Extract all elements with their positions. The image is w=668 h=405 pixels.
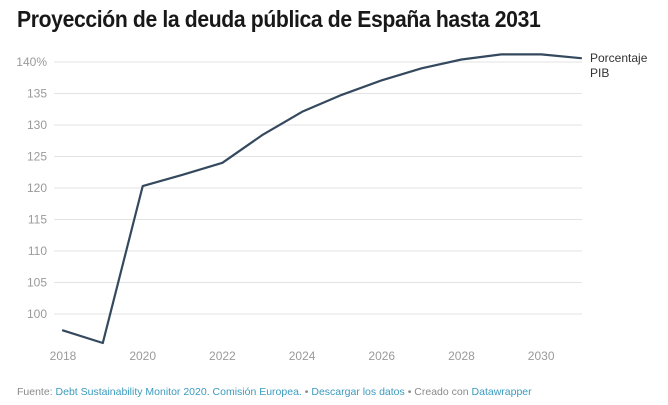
source-link[interactable]: Debt Sustainability Monitor 2020. Comisi… (55, 386, 302, 398)
y-tick-label: 135 (27, 87, 47, 101)
x-tick-label: 2020 (129, 349, 156, 363)
y-tick-label: 115 (28, 213, 47, 227)
gridlines (54, 61, 582, 315)
x-tick-label: 2022 (209, 349, 236, 363)
x-axis-ticks: 2018 2020 2022 2024 2026 2028 2030 (50, 349, 555, 363)
y-tick-label: 140% (16, 55, 47, 69)
footer: Fuente: Debt Sustainability Monitor 2020… (17, 386, 532, 398)
series-label: Porcentaje (590, 51, 648, 65)
x-tick-label: 2018 (50, 349, 77, 363)
y-tick-label: 125 (27, 150, 47, 164)
source-label: Fuente: (17, 386, 53, 398)
separator: • (304, 386, 309, 398)
y-tick-label: 120 (27, 181, 47, 195)
separator: • (407, 386, 412, 398)
series-group (61, 53, 583, 345)
y-tick-label: 110 (28, 244, 47, 258)
x-tick-label: 2028 (448, 349, 475, 363)
x-tick-label: 2026 (368, 349, 395, 363)
download-data-link[interactable]: Descargar los datos (311, 386, 405, 398)
x-tick-label: 2030 (528, 349, 555, 363)
y-tick-label: 105 (27, 276, 47, 290)
y-tick-label: 100 (27, 307, 47, 321)
created-label: Creado con (414, 386, 469, 398)
datawrapper-link[interactable]: Datawrapper (471, 386, 532, 398)
series-label: PIB (590, 66, 609, 80)
series-line (61, 53, 583, 345)
x-tick-label: 2024 (289, 349, 316, 363)
y-tick-label: 130 (27, 118, 47, 132)
y-axis-ticks: 100 105 110 115 120 125 130 135 140% (16, 55, 47, 321)
chart-title: Proyección de la deuda pública de España… (17, 6, 541, 32)
